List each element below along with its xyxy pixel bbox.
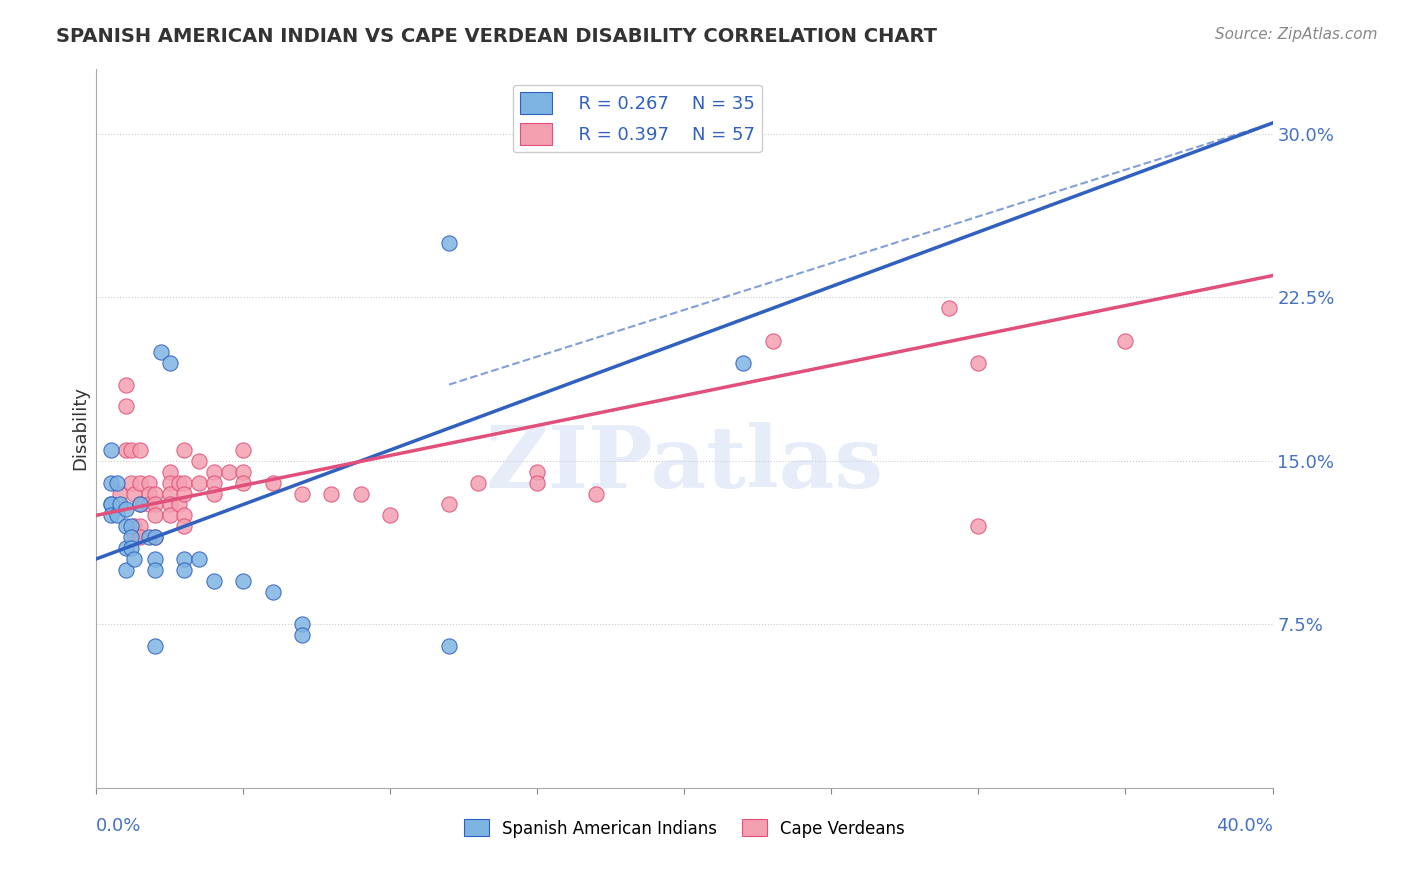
Point xyxy=(121,530,143,544)
Point xyxy=(105,508,128,523)
Point xyxy=(967,356,990,370)
Point xyxy=(114,400,136,414)
Point xyxy=(173,442,195,457)
Point xyxy=(159,508,181,523)
Point xyxy=(291,617,314,632)
Point xyxy=(159,498,181,512)
Point xyxy=(159,486,181,500)
Text: Source: ZipAtlas.com: Source: ZipAtlas.com xyxy=(1215,27,1378,42)
Point xyxy=(124,552,146,566)
Point xyxy=(121,541,143,555)
Point xyxy=(129,530,152,544)
Point xyxy=(143,530,166,544)
Point xyxy=(173,552,195,566)
Point xyxy=(173,486,195,500)
Point xyxy=(380,508,402,523)
Point xyxy=(1114,334,1136,348)
Y-axis label: Disability: Disability xyxy=(72,386,89,470)
Point xyxy=(467,475,489,490)
Point xyxy=(138,498,160,512)
Text: 40.0%: 40.0% xyxy=(1216,816,1272,835)
Point xyxy=(159,465,181,479)
Point xyxy=(143,552,166,566)
Point xyxy=(188,475,211,490)
Point xyxy=(202,475,225,490)
Point xyxy=(143,508,166,523)
Point xyxy=(526,465,548,479)
Point xyxy=(121,475,143,490)
Point xyxy=(173,475,195,490)
Point xyxy=(143,639,166,653)
Point xyxy=(167,475,190,490)
Point xyxy=(188,454,211,468)
Text: ZIPatlas: ZIPatlas xyxy=(485,422,883,506)
Point xyxy=(321,486,343,500)
Point xyxy=(129,475,152,490)
Point xyxy=(138,530,160,544)
Point xyxy=(100,498,122,512)
Point xyxy=(105,475,128,490)
Point xyxy=(262,584,284,599)
Point xyxy=(761,334,783,348)
Point xyxy=(291,486,314,500)
Point xyxy=(173,508,195,523)
Point xyxy=(108,486,131,500)
Point xyxy=(202,574,225,588)
Point xyxy=(143,530,166,544)
Point xyxy=(100,442,122,457)
Point xyxy=(121,519,143,533)
Point xyxy=(114,563,136,577)
Point xyxy=(218,465,240,479)
Point xyxy=(114,541,136,555)
Point xyxy=(114,501,136,516)
Point xyxy=(100,475,122,490)
Point xyxy=(188,552,211,566)
Point xyxy=(159,356,181,370)
Point xyxy=(262,475,284,490)
Point xyxy=(129,498,152,512)
Point xyxy=(232,442,254,457)
Point xyxy=(121,442,143,457)
Point xyxy=(173,563,195,577)
Text: 0.0%: 0.0% xyxy=(96,816,142,835)
Point xyxy=(124,519,146,533)
Point xyxy=(124,486,146,500)
Point xyxy=(143,498,166,512)
Point xyxy=(114,519,136,533)
Point xyxy=(938,301,960,316)
Point xyxy=(114,442,136,457)
Point xyxy=(159,475,181,490)
Point xyxy=(173,519,195,533)
Point xyxy=(291,628,314,642)
Point xyxy=(232,574,254,588)
Point xyxy=(167,498,190,512)
Point xyxy=(149,344,172,359)
Point xyxy=(350,486,373,500)
Point xyxy=(100,498,122,512)
Point xyxy=(143,563,166,577)
Point xyxy=(124,530,146,544)
Point xyxy=(114,377,136,392)
Point xyxy=(202,465,225,479)
Point xyxy=(129,519,152,533)
Legend: Spanish American Indians, Cape Verdeans: Spanish American Indians, Cape Verdeans xyxy=(457,813,911,844)
Point xyxy=(108,498,131,512)
Point xyxy=(129,498,152,512)
Point xyxy=(129,442,152,457)
Point xyxy=(437,639,460,653)
Point xyxy=(733,356,755,370)
Point xyxy=(138,486,160,500)
Point xyxy=(100,508,122,523)
Point xyxy=(232,465,254,479)
Point xyxy=(526,475,548,490)
Point xyxy=(232,475,254,490)
Text: SPANISH AMERICAN INDIAN VS CAPE VERDEAN DISABILITY CORRELATION CHART: SPANISH AMERICAN INDIAN VS CAPE VERDEAN … xyxy=(56,27,938,45)
Point xyxy=(437,235,460,250)
Point xyxy=(202,486,225,500)
Point xyxy=(585,486,607,500)
Point xyxy=(437,498,460,512)
Point xyxy=(143,486,166,500)
Point xyxy=(967,519,990,533)
Point xyxy=(138,475,160,490)
